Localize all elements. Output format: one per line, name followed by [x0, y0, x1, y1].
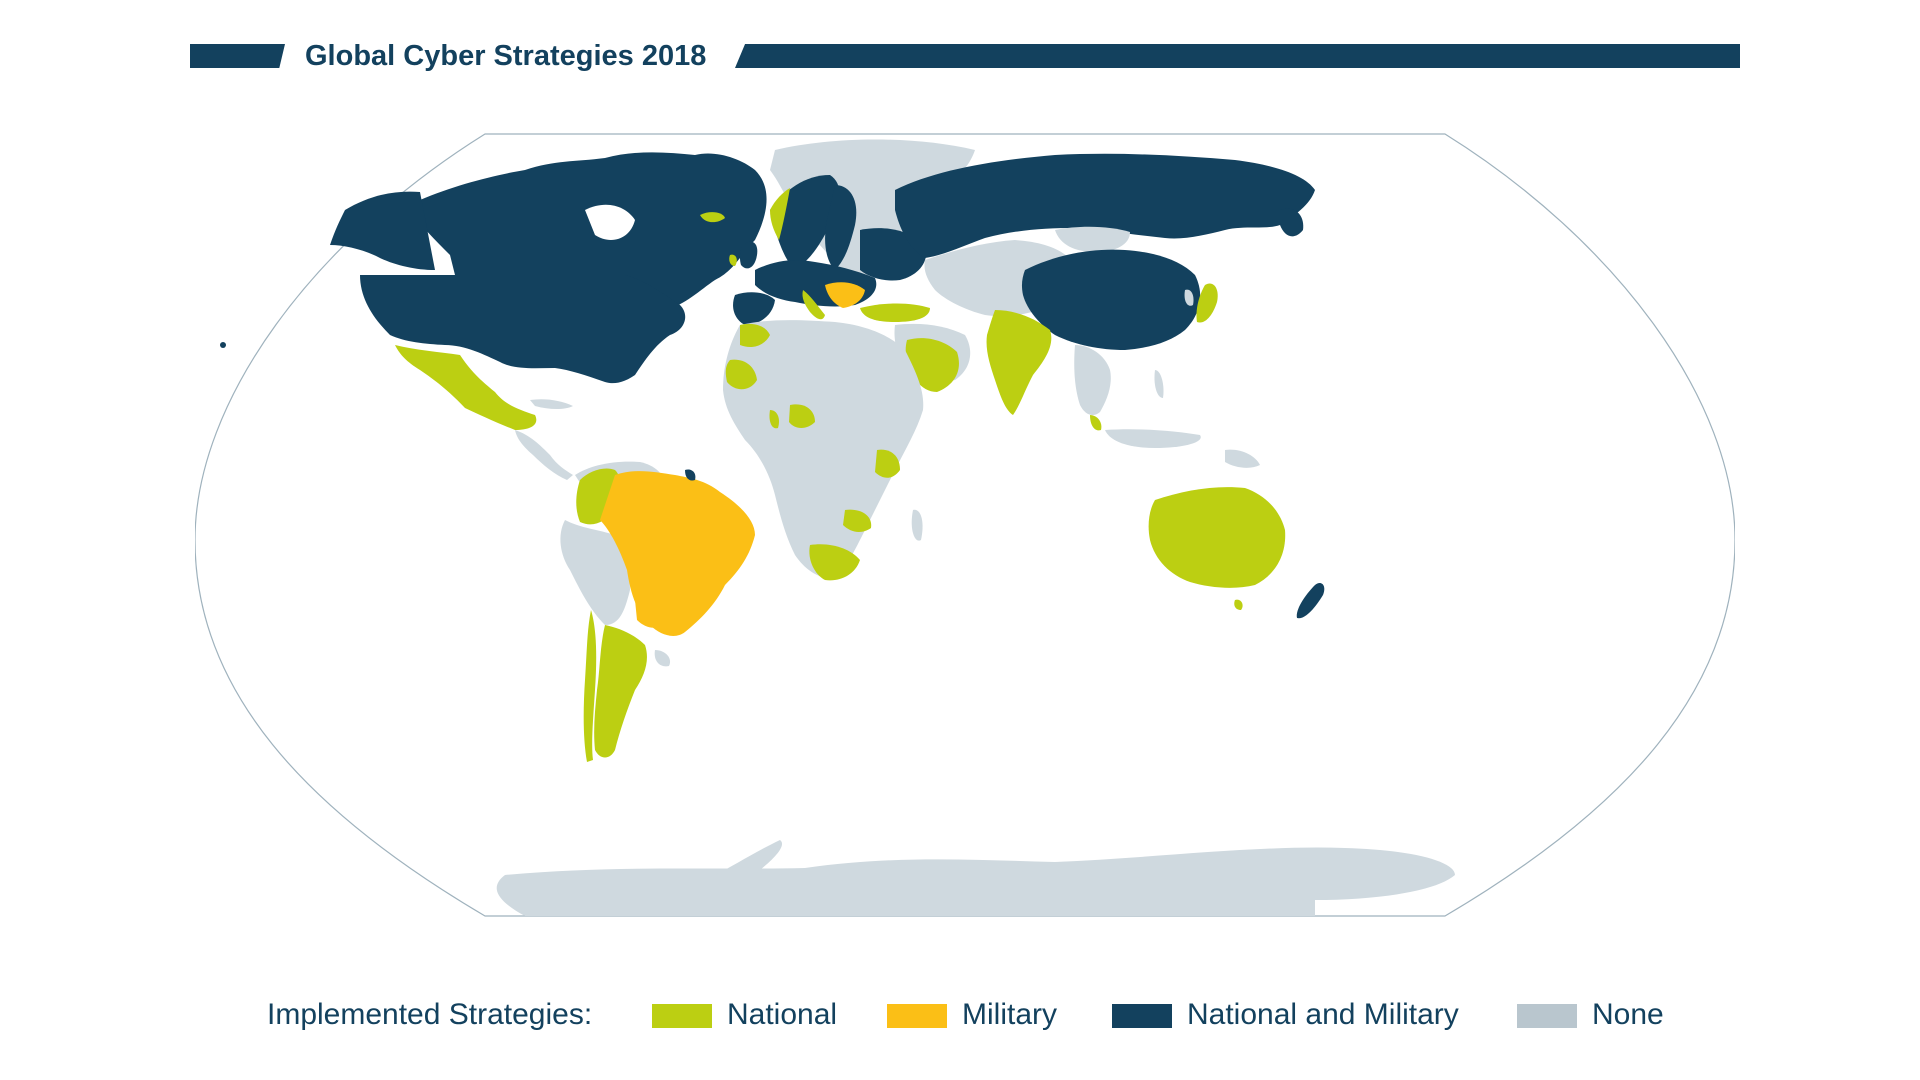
region-south-africa — [809, 544, 860, 581]
legend-label-national: National — [727, 998, 838, 1031]
region-antarctic-peninsula — [715, 840, 783, 875]
region-uruguay — [654, 650, 671, 667]
legend-swatch-national — [652, 1004, 712, 1028]
region-iberia — [733, 292, 775, 325]
region-ireland — [729, 254, 737, 266]
region-saudi-arabia — [905, 338, 959, 392]
legend-label-military: Military — [962, 998, 1057, 1031]
region-french-guiana — [685, 469, 696, 481]
title-bar-right — [735, 44, 1740, 68]
region-new-zealand — [1296, 583, 1325, 619]
legend: Implemented Strategies: National Militar… — [267, 995, 1687, 1045]
world-map — [195, 130, 1735, 920]
world-map-svg — [195, 133, 1735, 917]
region-china — [1021, 249, 1201, 350]
region-finland-baltics — [825, 185, 857, 270]
region-antarctica — [496, 847, 1456, 916]
region-paraguay — [635, 600, 663, 628]
region-africa — [723, 320, 924, 579]
legend-label-national-and-military: National and Military — [1187, 998, 1459, 1031]
region-mongolia — [1055, 226, 1130, 252]
region-malaysia — [1090, 415, 1102, 431]
region-brazil — [600, 471, 755, 636]
region-korea — [1184, 289, 1194, 306]
region-nigeria — [789, 404, 815, 428]
legend-swatch-military — [887, 1004, 947, 1028]
region-iceland — [700, 212, 725, 223]
legend-label-none: None — [1592, 998, 1664, 1031]
region-indonesia — [1105, 429, 1201, 448]
region-usa — [360, 275, 686, 384]
region-mexico — [395, 345, 537, 430]
region-norway-national — [770, 188, 790, 240]
region-central-america — [515, 430, 573, 480]
region-canada-hudson-bay — [585, 204, 635, 240]
legend-heading: Implemented Strategies: — [267, 998, 593, 1031]
region-southeast-asia — [1074, 345, 1111, 416]
legend-swatch-national-and-military — [1112, 1004, 1172, 1028]
region-argentina — [594, 625, 647, 758]
region-uk — [739, 241, 758, 269]
region-india — [986, 310, 1052, 415]
region-chile — [583, 610, 597, 762]
region-mauritania — [725, 359, 757, 390]
region-turkey — [860, 303, 930, 322]
title-row: Global Cyber Strategies 2018 — [190, 40, 1740, 72]
region-cuba — [530, 399, 573, 409]
region-morocco — [740, 323, 770, 347]
page-title: Global Cyber Strategies 2018 — [305, 40, 707, 72]
region-japan — [1196, 283, 1218, 323]
legend-swatch-none — [1517, 1004, 1577, 1028]
region-tasmania — [1234, 599, 1243, 610]
region-australia — [1148, 487, 1286, 588]
region-kamchatka — [1280, 208, 1304, 237]
region-canada — [410, 152, 767, 312]
region-ghana — [769, 410, 780, 429]
region-greenland — [770, 139, 975, 280]
title-bar-left — [190, 44, 285, 68]
region-russia — [895, 153, 1315, 258]
region-zambia — [843, 509, 872, 532]
region-png — [1225, 449, 1260, 468]
region-hawaii — [220, 342, 226, 348]
region-italy — [802, 290, 825, 320]
region-philippines — [1154, 370, 1164, 398]
region-peru-bolivia — [560, 520, 630, 625]
region-alaska — [330, 191, 435, 270]
region-kenya-uganda — [875, 449, 900, 478]
region-balkans-military — [825, 282, 865, 308]
region-madagascar — [911, 509, 923, 541]
